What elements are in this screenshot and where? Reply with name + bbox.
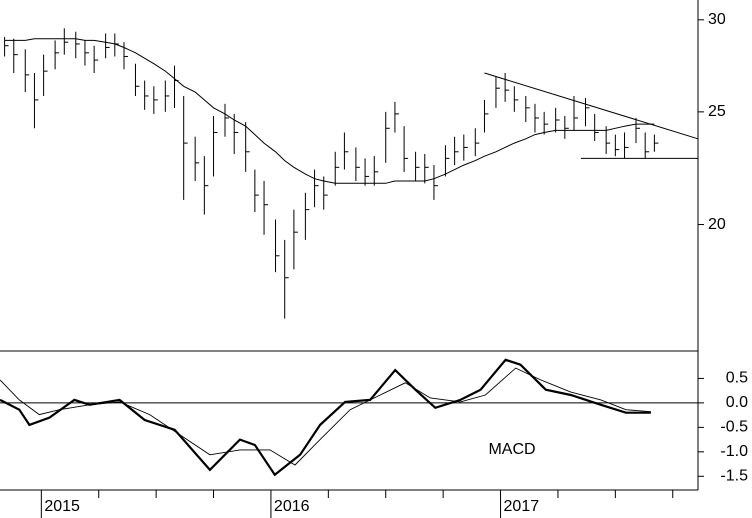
y-tick-label: 30	[708, 11, 726, 28]
trendline	[484, 72, 699, 140]
y-tick-label: -1.0	[720, 443, 748, 460]
x-tick-label: 2017	[504, 498, 540, 515]
y-tick-label: 0.0	[726, 394, 748, 411]
y-tick-label: 0.5	[726, 370, 748, 387]
y-tick-label: -0.5	[720, 419, 748, 436]
y-tick-label: 25	[708, 103, 726, 120]
annotation: MACD	[488, 441, 535, 458]
moving-average	[4, 38, 655, 184]
macd-line	[0, 358, 651, 477]
x-tick-label: 2015	[44, 498, 80, 515]
y-tick-label: -1.5	[720, 468, 748, 485]
macd-line	[0, 367, 651, 466]
x-tick-label: 2016	[274, 498, 310, 515]
y-tick-label: 20	[708, 216, 726, 233]
